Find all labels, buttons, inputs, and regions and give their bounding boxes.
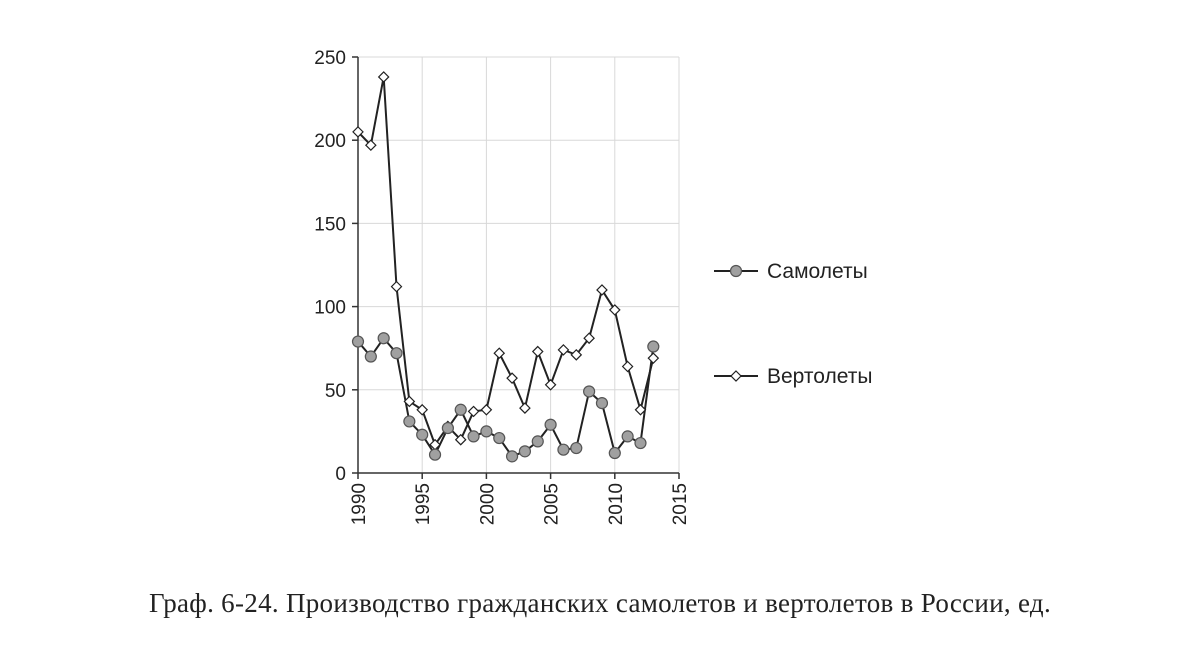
data-point-circle xyxy=(608,446,621,460)
data-point-circle xyxy=(428,448,442,461)
data-point-diamond xyxy=(583,332,595,345)
data-point-circle xyxy=(647,340,660,353)
data-point-diamond xyxy=(467,405,480,418)
y-tick-label: 50 xyxy=(325,381,346,402)
data-point-circle xyxy=(416,428,429,441)
data-point-circle xyxy=(480,425,493,438)
data-point-diamond xyxy=(570,349,583,361)
x-tick-label: 1990 xyxy=(349,483,370,525)
series-line-0 xyxy=(357,336,655,458)
legend-label: Самолеты xyxy=(767,260,868,283)
data-point-diamond xyxy=(454,433,467,446)
data-point-circle xyxy=(467,430,480,443)
data-point-circle xyxy=(531,435,544,448)
data-point-circle xyxy=(454,403,467,416)
data-point-circle xyxy=(557,443,570,456)
data-point-circle xyxy=(621,430,634,443)
y-tick-label: 250 xyxy=(314,48,346,69)
data-point-circle xyxy=(441,421,454,435)
data-point-diamond xyxy=(596,284,608,296)
y-tick-label: 200 xyxy=(314,131,346,152)
data-point-circle xyxy=(377,332,390,345)
data-point-circle xyxy=(364,350,377,363)
data-point-diamond xyxy=(647,352,660,365)
data-point-diamond xyxy=(621,360,634,373)
x-tick-label: 2005 xyxy=(542,483,563,525)
data-point-diamond xyxy=(403,395,416,408)
data-point-circle xyxy=(583,385,596,398)
y-tick-label: 100 xyxy=(314,298,346,319)
data-point-diamond xyxy=(506,372,518,385)
data-point-diamond xyxy=(364,139,377,152)
data-point-diamond xyxy=(352,126,364,138)
data-point-circle xyxy=(390,347,403,360)
x-tick-label: 1995 xyxy=(413,483,434,525)
x-tick-label: 2015 xyxy=(670,483,691,525)
data-point-circle xyxy=(570,441,583,455)
data-point-diamond xyxy=(390,280,403,293)
data-point-circle xyxy=(518,445,532,458)
x-tick-label: 2010 xyxy=(606,483,627,525)
data-point-circle xyxy=(351,335,365,348)
data-point-diamond xyxy=(377,71,390,83)
data-point-diamond xyxy=(634,403,647,416)
data-point-diamond xyxy=(608,304,621,316)
data-point-diamond xyxy=(519,402,531,414)
y-tick-label: 0 xyxy=(335,464,346,485)
data-point-diamond xyxy=(531,345,544,358)
data-point-diamond xyxy=(416,403,429,416)
legend-entry: Самолеты xyxy=(714,260,868,283)
data-point-circle xyxy=(505,450,519,463)
data-point-diamond xyxy=(493,347,506,360)
legend-label: Вертолеты xyxy=(767,365,872,388)
data-point-diamond xyxy=(544,378,557,391)
line-chart: 0 50 100 150 200 250 1990 1995 2000 2005 2010 2015 С… xyxy=(314,48,872,525)
data-point-diamond xyxy=(480,403,493,416)
data-point-circle xyxy=(634,436,647,450)
y-tick-label: 150 xyxy=(314,214,346,235)
x-tick-label: 2000 xyxy=(477,483,498,525)
legend-marker-diamond xyxy=(730,370,742,382)
data-point-circle xyxy=(595,397,609,410)
legend-entry: Вертолеты xyxy=(714,365,872,388)
data-point-circle xyxy=(544,418,557,431)
data-point-diamond xyxy=(557,344,570,356)
data-point-circle xyxy=(403,415,416,428)
data-point-circle xyxy=(493,431,506,445)
legend-marker-circle xyxy=(729,264,743,278)
figure-caption: Граф. 6-24. Производство гражданских сам… xyxy=(148,588,1052,618)
